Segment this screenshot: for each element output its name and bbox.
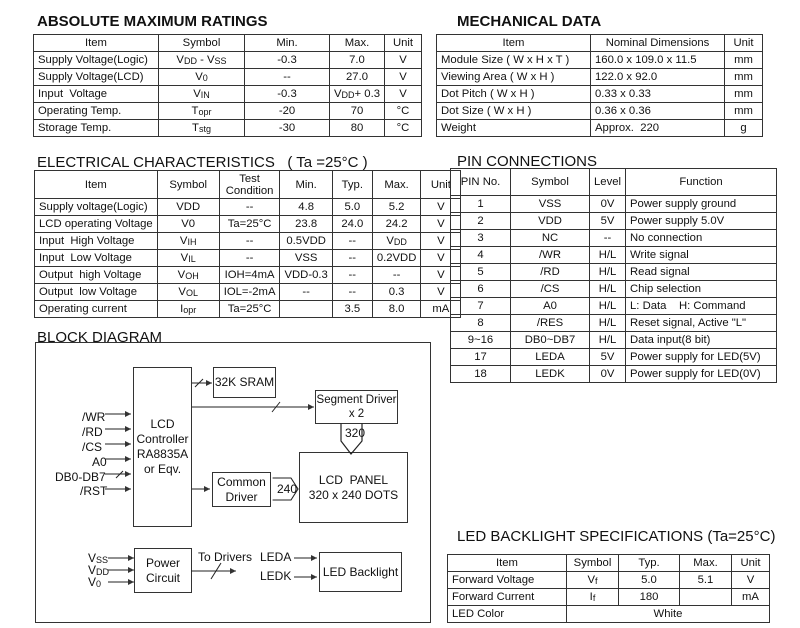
svg-text:240: 240 xyxy=(277,482,297,496)
